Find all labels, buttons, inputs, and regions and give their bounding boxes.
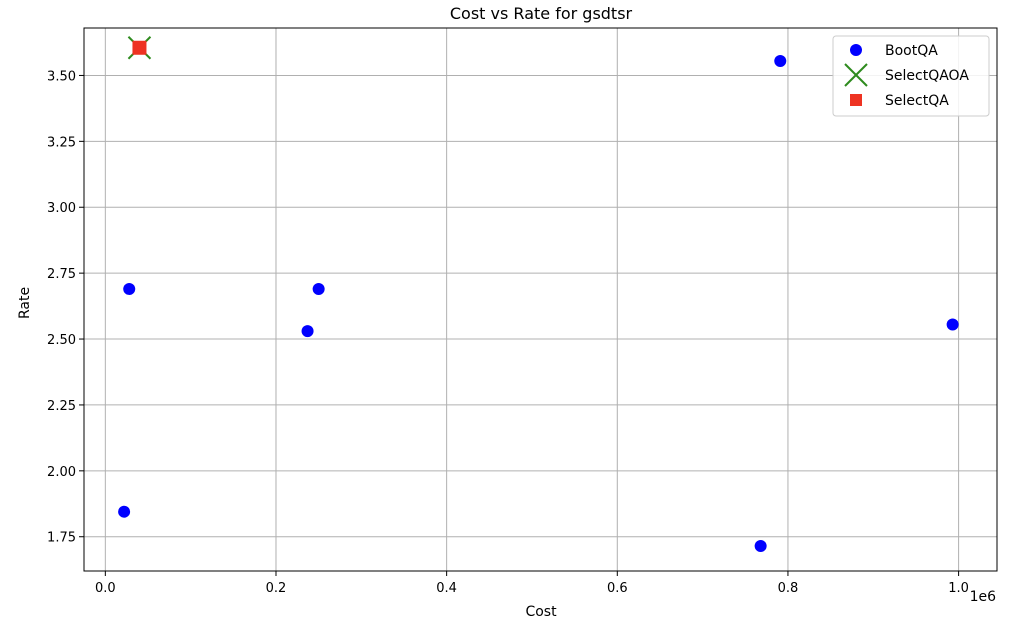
plot-frame — [83, 27, 998, 572]
legend-marker-selectqa — [850, 94, 862, 106]
legend-box — [832, 35, 990, 117]
x-tick-label: 0.0 — [95, 581, 116, 596]
selectqa-point — [132, 40, 147, 55]
x-tick-label: 1.0 — [948, 581, 969, 596]
legend: BootQA SelectQAOA SelectQA — [832, 35, 990, 117]
x-tick-label: 0.4 — [436, 581, 457, 596]
bootqa-point — [123, 282, 136, 295]
bootqa-point — [118, 505, 131, 518]
chart-title: Cost vs Rate for gsdtsr — [450, 4, 633, 23]
x-axis-offset-text: 1e6 — [970, 589, 997, 605]
x-axis-label: Cost — [525, 604, 557, 620]
legend-label-selectqa: SelectQA — [885, 93, 949, 109]
bootqa-point — [754, 539, 767, 552]
data-points — [118, 36, 959, 552]
x-tick-label: 0.8 — [778, 581, 799, 596]
legend-label-selectqaoa: SelectQAOA — [885, 68, 969, 84]
y-tick-label: 2.25 — [47, 399, 76, 414]
legend-marker-selectqaoa — [844, 63, 868, 87]
x-tick-label: 0.2 — [266, 581, 287, 596]
legend-label-bootqa: BootQA — [885, 43, 938, 59]
bootqa-point — [312, 282, 325, 295]
y-tick-label: 3.00 — [47, 201, 76, 216]
bootqa-point — [301, 325, 314, 338]
y-tick-label: 3.50 — [47, 69, 76, 84]
x-tick-label: 0.6 — [607, 581, 628, 596]
y-tick-label: 3.25 — [47, 135, 76, 150]
bootqa-point — [774, 54, 787, 67]
legend-marker-selectqaoa-stroke-b — [844, 63, 868, 87]
legend-marker-bootqa — [850, 44, 862, 56]
y-tick-label: 2.00 — [47, 465, 76, 480]
y-tick-label: 1.75 — [47, 531, 76, 546]
y-tick-label: 2.50 — [47, 333, 76, 348]
y-axis-label: Rate — [17, 287, 33, 319]
tick-labels: 0.0 0.2 0.4 0.6 0.8 1.0 1.75 2.00 2.25 2.50 2.75 3.… — [47, 69, 969, 596]
axes — [83, 27, 998, 572]
y-tick-label: 2.75 — [47, 267, 76, 282]
bootqa-point — [946, 318, 959, 331]
